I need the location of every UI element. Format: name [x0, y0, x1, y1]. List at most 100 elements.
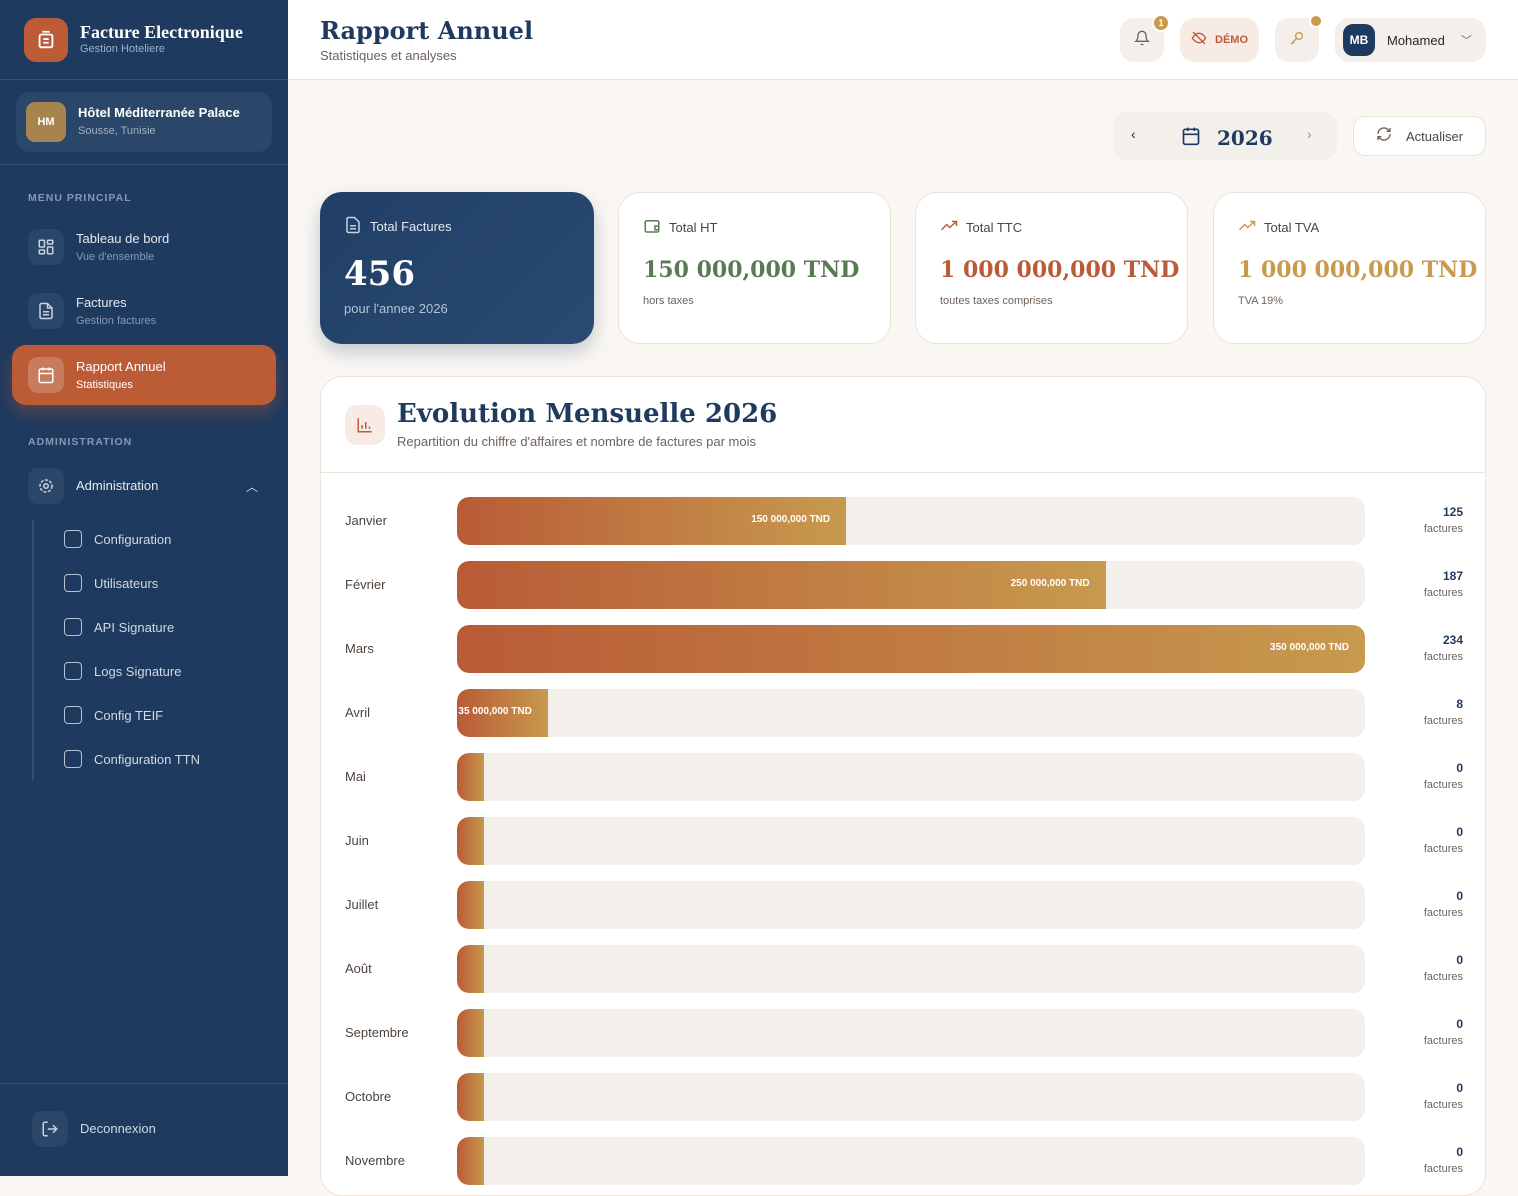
bar-fill	[457, 817, 485, 865]
bar-track	[457, 753, 1365, 801]
sidebar: Facture Electronique Gestion Hoteliere H…	[0, 0, 288, 1176]
sidebar-item-administration[interactable]: Administration ︿	[12, 456, 276, 516]
app-title: Facture Electronique	[80, 22, 243, 42]
sidebar-item-rapport-annuel[interactable]: Rapport Annuel Statistiques	[12, 345, 276, 405]
eye-off-icon	[1191, 30, 1207, 51]
demo-mode-button[interactable]: DÉMO	[1180, 18, 1259, 62]
invoice-logo-icon	[24, 18, 68, 62]
invoice-count: 0 factures	[1424, 1145, 1463, 1175]
month-label: Mars	[345, 641, 374, 656]
app-subtitle: Gestion Hoteliere	[80, 43, 165, 55]
bar-chart-icon	[345, 405, 385, 445]
calendar-icon	[1181, 126, 1201, 151]
month-row: Octobre 0 factures	[321, 1073, 1487, 1121]
sidebar-subitem[interactable]: Utilisateurs	[64, 574, 158, 592]
count-value: 0	[1456, 1081, 1463, 1095]
key-icon	[1289, 30, 1305, 51]
card-caption: pour l'annee 2026	[344, 301, 448, 316]
count-unit: factures	[1423, 587, 1463, 599]
notifications-button[interactable]: 1	[1120, 14, 1170, 62]
month-label: Juin	[345, 833, 369, 848]
sidebar-item-factures[interactable]: Factures Gestion factures	[12, 281, 276, 341]
next-year-button[interactable]: ›	[1307, 126, 1312, 142]
card-value: 150 000,000 TND	[643, 257, 860, 283]
month-row: Mars 350 000,000 TND 234 factures	[321, 625, 1487, 673]
header: Rapport Annuel Statistiques et analyses …	[288, 0, 1518, 80]
invoice-count: 0 factures	[1424, 825, 1463, 855]
nav-label: Tableau de bord	[76, 231, 170, 246]
bar-fill: 35 000,000 TND	[457, 689, 548, 737]
bar-fill	[457, 1137, 485, 1185]
invoice-count: 0 factures	[1424, 1081, 1463, 1111]
api-key-button[interactable]	[1275, 14, 1323, 62]
sidebar-subitem[interactable]: API Signature	[64, 618, 174, 636]
hotel-selector[interactable]: HM Hôtel Méditerranée Palace Sousse, Tun…	[16, 92, 272, 152]
file-code-icon	[64, 706, 82, 724]
bar-fill: 250 000,000 TND	[457, 561, 1106, 609]
month-row: Novembre 0 factures	[321, 1137, 1487, 1185]
bar-fill	[457, 881, 485, 929]
panel-subtitle: Repartition du chiffre d'affaires et nom…	[397, 434, 756, 449]
subitem-label: Configuration TTN	[94, 751, 200, 767]
bar-track	[457, 881, 1365, 929]
month-label: Octobre	[345, 1089, 392, 1104]
invoice-count: 0 factures	[1424, 761, 1463, 791]
invoice-count: 234 factures	[1424, 633, 1463, 663]
card-value: 1 000 000,000 TND	[1238, 257, 1478, 283]
prev-year-button[interactable]: ‹	[1131, 126, 1136, 142]
count-value: 0	[1456, 953, 1463, 967]
month-label: Février	[345, 577, 386, 592]
month-label: Août	[345, 961, 372, 976]
bar-track: 150 000,000 TND	[457, 497, 1365, 545]
page-subtitle: Statistiques et analyses	[320, 48, 457, 63]
bar-value-label: 35 000,000 TND	[458, 706, 532, 717]
card-value: 1 000 000,000 TND	[940, 257, 1180, 283]
sidebar-subitem[interactable]: Configuration	[64, 530, 171, 548]
invoice-count: 0 factures	[1424, 1017, 1463, 1047]
gear-icon	[28, 468, 64, 504]
sidebar-subitem[interactable]: Configuration TTN	[64, 750, 200, 768]
nav-label: Factures	[76, 295, 127, 310]
year-value: 2026	[1217, 126, 1273, 150]
count-value: 0	[1456, 825, 1463, 839]
hotel-name: Hôtel Méditerranée Palace	[78, 105, 240, 120]
month-label: Septembre	[345, 1025, 409, 1040]
card-total-ht: Total HT 150 000,000 TND hors taxes	[618, 192, 891, 344]
count-unit: factures	[1423, 971, 1463, 983]
count-value: 0	[1456, 889, 1463, 903]
bar-fill: 150 000,000 TND	[457, 497, 847, 545]
logout-button[interactable]: Deconnexion	[32, 1111, 262, 1147]
count-value: 187	[1442, 569, 1463, 583]
count-unit: factures	[1423, 715, 1463, 727]
card-label: Total HT	[669, 220, 718, 235]
document-icon	[28, 293, 64, 329]
month-row: Juin 0 factures	[321, 817, 1487, 865]
sidebar-subitem[interactable]: Logs Signature	[64, 662, 181, 680]
invoice-count: 0 factures	[1424, 889, 1463, 919]
logout-icon	[32, 1111, 68, 1147]
bar-track	[457, 817, 1365, 865]
count-value: 8	[1456, 697, 1463, 711]
sidebar-subitem[interactable]: Config TEIF	[64, 706, 163, 724]
sidebar-item-dashboard[interactable]: Tableau de bord Vue d'ensemble	[12, 217, 276, 277]
nav-label: Administration	[76, 478, 159, 493]
grid-icon	[28, 229, 64, 265]
count-unit: factures	[1423, 651, 1463, 663]
bar-value-label: 150 000,000 TND	[751, 514, 831, 525]
panel-title: Evolution Mensuelle 2026	[397, 399, 778, 429]
month-row: Février 250 000,000 TND 187 factures	[321, 561, 1487, 609]
key-icon	[64, 618, 82, 636]
user-menu[interactable]: MB Mohamed ﹀	[1335, 18, 1486, 62]
bar-track	[457, 1009, 1365, 1057]
count-value: 0	[1456, 761, 1463, 775]
subitem-label: Config TEIF	[94, 707, 164, 723]
count-value: 0	[1456, 1017, 1463, 1031]
year-picker: ‹ 2026 ›	[1113, 112, 1337, 160]
month-label: Avril	[345, 705, 371, 720]
section-main-label: MENU PRINCIPAL	[28, 192, 132, 204]
user-name: Mohamed	[1387, 32, 1445, 48]
month-label: Janvier	[345, 513, 387, 528]
month-row: Janvier 150 000,000 TND 125 factures	[321, 497, 1487, 545]
refresh-button[interactable]: Actualiser	[1353, 116, 1486, 156]
invoice-count: 187 factures	[1424, 569, 1463, 599]
